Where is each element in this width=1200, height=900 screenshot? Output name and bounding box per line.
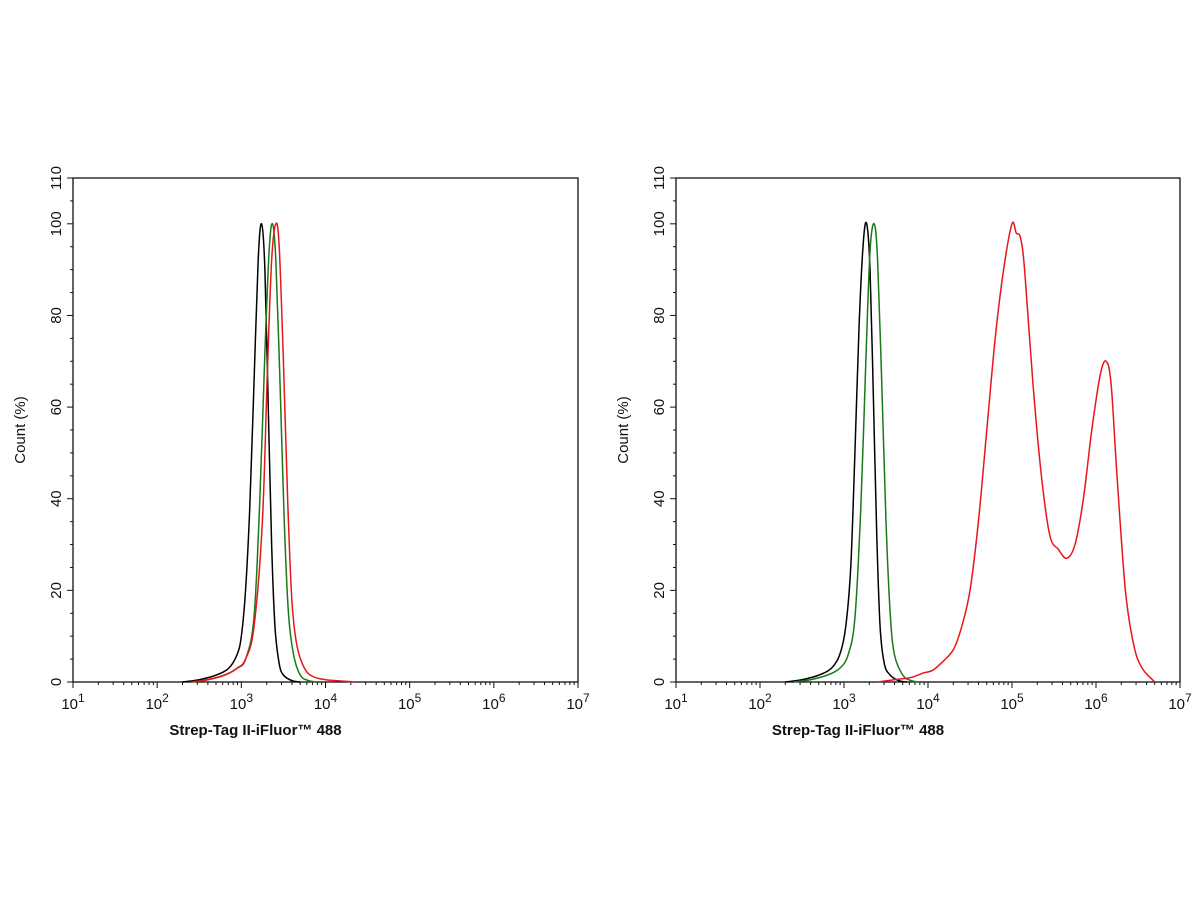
y-tick-label: 100 [48,211,65,236]
y-tick-label: 0 [651,678,668,686]
y-tick-label: 20 [651,582,668,599]
x-tick-label: 107 [566,691,590,713]
y-tick-label: 110 [651,166,668,190]
x-axis-title: Strep-Tag II-iFluor™ 488 [772,722,944,739]
y-axis-title: Count (%) [12,396,29,464]
y-tick-label: 20 [48,582,65,599]
y-tick-label: 60 [651,399,668,416]
y-tick-label: 0 [48,678,65,686]
plot-frame [675,177,1181,683]
x-tick-label: 102 [748,691,772,713]
x-tick-label: 101 [664,691,688,713]
y-tick-label: 80 [48,307,65,324]
x-tick-label: 105 [1000,691,1024,713]
histogram-red [877,221,1156,683]
histogram-black [785,221,908,683]
x-tick-label: 104 [916,691,940,713]
y-tick-label: 110 [48,166,65,190]
x-axis-title: Strep-Tag II-iFluor™ 488 [169,722,341,739]
x-tick-label: 105 [398,691,422,713]
panel-left: 0 20 40 60 80 100 110 101 102 103 104 105 106 107 Coun… [12,166,590,739]
x-tick-label: 106 [482,691,506,713]
x-tick-label: 106 [1084,691,1108,713]
y-tick-label: 100 [651,211,668,236]
y-tick-label: 40 [48,490,65,507]
histogram-black [182,223,301,683]
x-tick-label: 103 [832,691,856,713]
y-tick-label: 40 [651,490,668,507]
histogram-green [793,222,920,683]
y-axis-title: Count (%) [615,396,632,464]
y-tick-label: 60 [48,399,65,416]
x-tick-label: 101 [61,691,85,713]
y-tick-label: 80 [651,307,668,324]
x-tick-label: 102 [145,691,169,713]
x-tick-label: 107 [1168,691,1192,713]
x-tick-label: 103 [230,691,254,713]
histogram-red [190,222,356,683]
x-tick-label: 104 [314,691,338,713]
plot-frame [72,177,579,683]
histogram-green [190,222,318,683]
panel-right: 0 20 40 60 80 100 110 101 102 103 104 105 106 107 Coun… [615,166,1192,739]
